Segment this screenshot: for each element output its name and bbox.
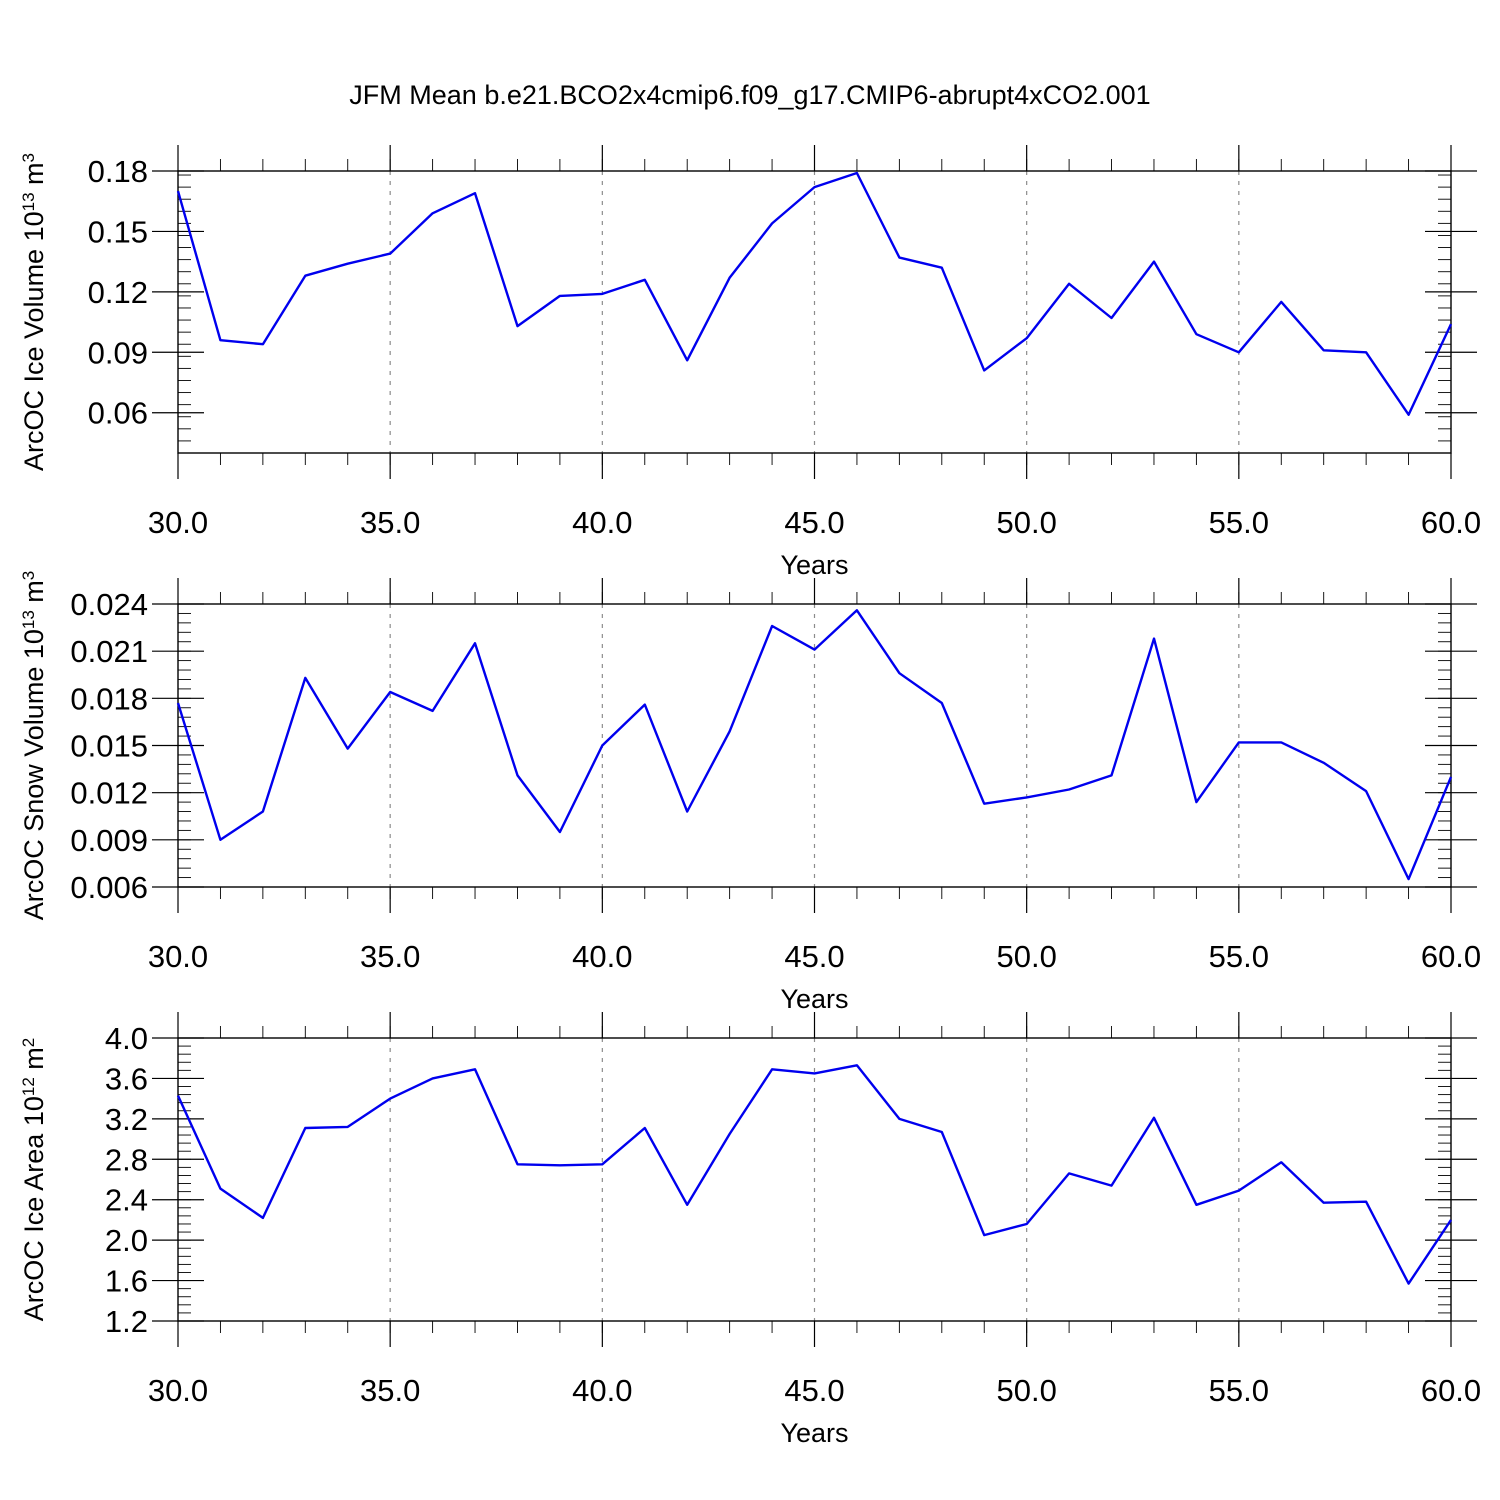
chart-1-ytick-label-2: 0.12 — [88, 275, 148, 310]
chart-3-y-axis-label-unit: m — [19, 1047, 49, 1077]
chart-3-ytick-label-1: 1.6 — [105, 1264, 148, 1299]
chart-3-y-axis-label: ArcOC Ice Area 1012 m2 — [19, 1038, 50, 1322]
chart-2-xtick-label-5: 55.0 — [1209, 939, 1269, 974]
chart-3-xtick-label-2: 40.0 — [572, 1373, 632, 1408]
chart-1-ytick-label-1: 0.09 — [88, 335, 148, 370]
chart-3-ytick-label-6: 3.6 — [105, 1061, 148, 1096]
chart-3-ytick-label-3: 2.4 — [105, 1183, 148, 1218]
chart-2-ytick-label-2: 0.012 — [70, 776, 148, 811]
chart-panel-2: 30.0 35.0 40.0 45.0 50.0 55.0 60.0 0.006 0.009 0.… — [19, 571, 1482, 1014]
chart-1-y-axis-label-exponent: 13 — [19, 192, 38, 211]
chart-1-y-axis-label: ArcOC Ice Volume 1013 m3 — [19, 153, 50, 471]
chart-2-ytick-label-1: 0.009 — [70, 823, 148, 858]
chart-1-xtick-label-3: 45.0 — [784, 505, 844, 540]
chart-2-xtick-label-0: 30.0 — [148, 939, 208, 974]
chart-2-ytick-label-4: 0.018 — [70, 681, 148, 716]
chart-3-series-line — [176, 1064, 1452, 1285]
chart-3-y-axis-label-unit-exponent: 2 — [19, 1038, 38, 1047]
chart-1-y-axis-label-unit: m — [19, 162, 49, 192]
chart-1-xtick-label-0: 30.0 — [148, 505, 208, 540]
chart-1-xtick-label-2: 40.0 — [572, 505, 632, 540]
chart-2-xtick-label-6: 60.0 — [1421, 939, 1481, 974]
chart-3-xtick-label-0: 30.0 — [148, 1373, 208, 1408]
chart-2-y-axis-label-text: ArcOC Snow Volume 10 — [19, 629, 49, 920]
chart-1-xtick-label-1: 35.0 — [360, 505, 420, 540]
chart-2-xtick-label-4: 50.0 — [996, 939, 1056, 974]
chart-1-y-axis-label-unit-exponent: 3 — [19, 153, 38, 162]
chart-3-y-axis-label-exponent: 12 — [19, 1077, 38, 1096]
chart-3-xtick-label-1: 35.0 — [360, 1373, 420, 1408]
chart-3-xtick-label-3: 45.0 — [784, 1373, 844, 1408]
chart-1-y-axis-label-text: ArcOC Ice Volume 10 — [19, 211, 49, 471]
chart-2-y-axis-label-unit-exponent: 3 — [19, 571, 38, 580]
chart-2-xtick-label-2: 40.0 — [572, 939, 632, 974]
chart-3-xtick-label-6: 60.0 — [1421, 1373, 1481, 1408]
chart-3-x-axis-label: Years — [780, 1418, 848, 1448]
chart-2-xtick-label-3: 45.0 — [784, 939, 844, 974]
chart-3-ytick-label-0: 1.2 — [105, 1304, 148, 1339]
chart-1-ytick-label-0: 0.06 — [88, 396, 148, 431]
chart-panel-1: 30.0 35.0 40.0 45.0 50.0 55.0 60.0 0.06 0.09 0.12… — [19, 145, 1481, 580]
figure-title: JFM Mean b.e21.BCO2x4cmip6.f09_g17.CMIP6… — [349, 80, 1150, 110]
chart-3-y-axis-label-text: ArcOC Ice Area 10 — [19, 1096, 49, 1321]
chart-2-ytick-label-3: 0.015 — [70, 729, 148, 764]
chart-2-ytick-label-0: 0.006 — [70, 870, 148, 905]
chart-1-x-axis-label: Years — [780, 550, 848, 580]
chart-1-xtick-label-6: 60.0 — [1421, 505, 1481, 540]
chart-1-ytick-label-4: 0.18 — [88, 154, 148, 189]
chart-2-y-axis-label: ArcOC Snow Volume 1013 m3 — [19, 571, 50, 921]
chart-2-y-axis-label-unit: m — [19, 580, 49, 610]
chart-2-series-line — [176, 609, 1453, 881]
chart-3-ytick-label-2: 2.0 — [105, 1223, 148, 1258]
chart-2-ytick-label-5: 0.021 — [70, 634, 148, 669]
chart-3-ytick-label-4: 2.8 — [105, 1142, 148, 1177]
chart-1-series-line — [176, 171, 1453, 416]
chart-1-xtick-label-4: 50.0 — [996, 505, 1056, 540]
chart-3-ytick-label-5: 3.2 — [105, 1102, 148, 1137]
chart-2-x-axis-label: Years — [780, 984, 848, 1014]
chart-1-ytick-label-3: 0.15 — [88, 214, 148, 249]
panels: 30.0 35.0 40.0 45.0 50.0 55.0 60.0 0.06 0.09 0.12… — [19, 145, 1482, 1448]
chart-2-ytick-label-6: 0.024 — [70, 587, 148, 622]
chart-3-xtick-label-5: 55.0 — [1209, 1373, 1269, 1408]
chart-3-xtick-label-4: 50.0 — [996, 1373, 1056, 1408]
chart-3-ytick-label-7: 4.0 — [105, 1021, 148, 1056]
chart-panel-3: 30.0 35.0 40.0 45.0 50.0 55.0 60.0 1.2 1.6 2.0 2.4… — [19, 1012, 1481, 1448]
chart-2-xtick-label-1: 35.0 — [360, 939, 420, 974]
chart-1-xtick-label-5: 55.0 — [1209, 505, 1269, 540]
chart-2-y-axis-label-exponent: 13 — [19, 610, 38, 629]
